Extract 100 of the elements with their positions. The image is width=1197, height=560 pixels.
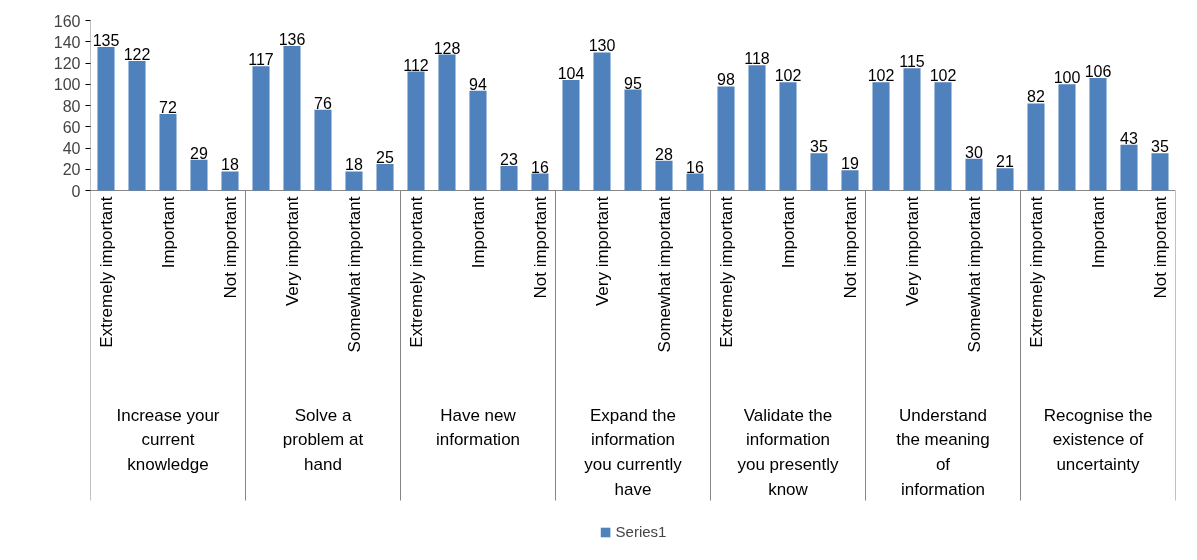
x-tick-label: Somewhat important [344, 196, 364, 353]
y-tick-label: 0 [71, 182, 81, 200]
x-tick-label: Important [1088, 196, 1108, 269]
bar [190, 159, 208, 191]
text: Understand the meaning of information [896, 405, 990, 499]
x-tick-label: Somewhat important [654, 196, 674, 353]
data-label: 16 [686, 158, 704, 176]
data-label: 100 [1053, 69, 1081, 87]
data-label: 115 [899, 53, 925, 71]
data-label: 30 [965, 143, 983, 161]
bar [97, 47, 115, 191]
data-label: 130 [588, 37, 616, 55]
data-label: 136 [278, 31, 306, 48]
x-tick-label: Important [158, 196, 178, 269]
x-tick-label: Extremely important [406, 196, 426, 348]
text: Expand the information you currently have [584, 405, 683, 499]
bar [934, 82, 952, 191]
data-label: 72 [159, 99, 177, 116]
y-tick-label: 120 [53, 55, 81, 72]
bar [252, 66, 270, 191]
data-label: 135 [92, 32, 120, 50]
bar [779, 82, 797, 191]
bar [562, 80, 580, 191]
data-label: 25 [376, 148, 394, 166]
data-label: 106 [1084, 62, 1112, 80]
bar [1089, 77, 1107, 191]
y-tick-label: 80 [62, 97, 81, 115]
y-tick-label: 20 [62, 161, 81, 179]
data-label: 102 [774, 67, 802, 85]
x-tick-label: Not important [220, 196, 240, 299]
bar [128, 60, 146, 191]
y-tick-label: 140 [53, 33, 81, 51]
bar [531, 173, 549, 191]
data-label: 18 [221, 156, 239, 174]
text: Increase your current knowledge [116, 405, 220, 474]
legend-label: Series1 [615, 523, 667, 540]
x-tick-label: Very important [902, 196, 922, 307]
data-label: 82 [1027, 88, 1045, 106]
bar [1120, 144, 1138, 191]
data-label: 28 [655, 145, 673, 163]
x-tick-label: Important [778, 196, 798, 269]
bar [1151, 153, 1169, 191]
bar [748, 65, 766, 191]
bar [903, 68, 921, 191]
bar [593, 52, 611, 191]
bar [438, 54, 456, 191]
data-label: 112 [403, 56, 429, 74]
x-tick-label: Extremely important [1026, 196, 1046, 348]
bar [655, 160, 673, 191]
bar [996, 168, 1014, 191]
bar [159, 114, 177, 191]
x-tick-label: Not important [530, 196, 550, 299]
text: Validate the information you presently know [737, 405, 840, 499]
bar [314, 109, 332, 191]
text: Have new information [435, 405, 521, 450]
x-tick-label: Very important [282, 196, 302, 307]
bar [469, 90, 487, 191]
data-label: 29 [190, 144, 208, 162]
bar [624, 89, 642, 191]
text: Recognise the existence of uncertainty [1043, 405, 1153, 474]
data-label: 98 [717, 71, 735, 89]
data-label: 95 [624, 74, 642, 92]
bar [965, 158, 983, 191]
y-tick-label: 40 [62, 140, 81, 157]
bar [1027, 103, 1045, 191]
data-label: 19 [841, 155, 859, 173]
data-label: 102 [867, 67, 895, 85]
x-tick-label: Extremely important [716, 196, 736, 348]
data-label: 117 [248, 51, 274, 69]
data-label: 76 [314, 94, 332, 112]
bar [221, 171, 239, 191]
bar [376, 163, 394, 191]
bar [686, 173, 704, 191]
text: Solve a problem at hand [282, 405, 364, 474]
x-tick-label: Not important [840, 196, 860, 299]
x-tick-label: Somewhat important [964, 196, 984, 353]
data-label: 128 [433, 39, 461, 57]
bar [345, 171, 363, 191]
data-label: 35 [1151, 138, 1169, 156]
x-tick-label: Not important [1150, 196, 1170, 299]
y-tick-label: 100 [53, 76, 81, 94]
x-tick-label: Extremely important [96, 196, 116, 348]
bar [283, 46, 301, 191]
bar [872, 82, 890, 191]
data-label: 118 [744, 50, 770, 68]
data-label: 122 [123, 45, 151, 63]
data-label: 35 [810, 138, 828, 156]
bar [717, 86, 735, 191]
data-label: 104 [557, 65, 585, 82]
x-tick-label: Important [468, 196, 488, 269]
y-tick-label: 60 [62, 118, 81, 136]
data-label: 23 [500, 151, 518, 169]
data-label: 43 [1120, 129, 1138, 147]
x-tick-label: Very important [592, 196, 612, 307]
y-tick-label: 160 [53, 12, 81, 30]
data-label: 21 [996, 153, 1014, 171]
data-label: 102 [929, 67, 957, 85]
bar [1058, 84, 1076, 191]
bar [841, 170, 859, 191]
bar [407, 71, 425, 191]
